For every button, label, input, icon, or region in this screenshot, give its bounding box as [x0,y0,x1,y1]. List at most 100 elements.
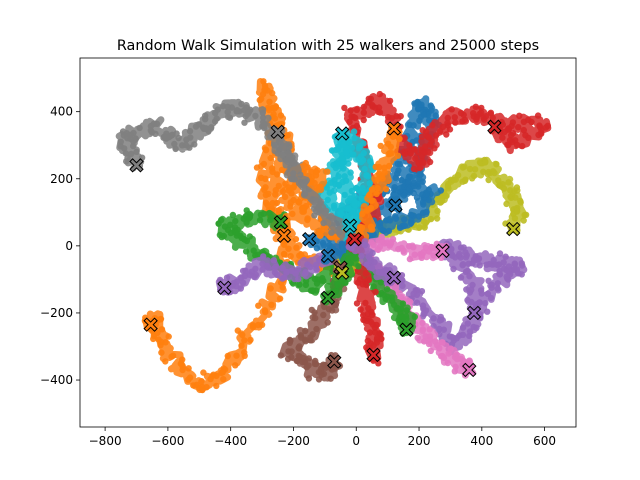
walker-point [418,158,426,165]
walker-point [457,109,465,117]
walker-path-17 [347,233,450,263]
walker-point [422,128,430,135]
walker-point [374,185,381,192]
walker-point [280,250,288,258]
walker-point [390,186,398,194]
walker-point [519,142,526,150]
walker-point [444,114,451,122]
walker-point [507,187,514,194]
walker-point [218,216,225,224]
walker-point [478,104,485,112]
walker-point [282,180,289,187]
walker-point [484,170,491,178]
walker-point [376,243,384,250]
walker-point [165,134,173,141]
walker-point [229,211,237,219]
walker-point [468,286,475,293]
walker-point [366,180,373,187]
walker-point [464,296,471,304]
walker-end-marker-5 [466,305,482,321]
walker-point [366,329,374,336]
walker-point [399,300,407,307]
walker-point [297,171,304,178]
walker-point [353,122,361,130]
walker-point [399,282,406,289]
walker-point [365,276,373,283]
walker-point [388,115,395,122]
walker-point [305,375,313,382]
walker-point [488,281,495,288]
walker-point [260,253,267,260]
walker-point [259,109,266,116]
walker-point [224,103,231,111]
walker-point [528,118,535,126]
walker-point [433,215,441,222]
walker-point [302,277,310,285]
walker-point [312,196,319,204]
walker-point [451,114,458,121]
walker-point [536,123,544,130]
walker-point [285,245,292,252]
walker-point [288,348,295,355]
walker-point [437,187,445,194]
walker-point [273,271,281,278]
walker-point [422,143,429,150]
walker-point [363,344,370,351]
walker-point [469,281,476,289]
walker-point [513,208,521,215]
walker-point [324,319,331,326]
walker-point [183,136,190,143]
walker-point [321,210,329,217]
walker-point [514,187,521,194]
walker-point [198,383,206,390]
walker-point [396,224,404,231]
walker-point [241,119,248,126]
walker-point [284,132,291,139]
walker-point [250,247,257,254]
walker-point [500,185,508,192]
walker-point [324,196,331,204]
walker-point [512,137,519,144]
walker-point [421,310,428,317]
walker-point [367,158,374,165]
walker-point [331,187,338,194]
walker-point [493,161,500,168]
walker-point [425,117,433,124]
walker-point [418,133,426,140]
walker-point [374,176,381,183]
walker-point [279,152,286,159]
walker-point [445,350,452,357]
walker-point [430,252,437,259]
walker-point [338,244,346,251]
walker-point [262,191,270,199]
walker-point [219,102,227,110]
walker-point [340,141,347,148]
walker-point [241,337,248,344]
walker-point [213,382,220,390]
walker-point [411,313,418,320]
walker-point [360,116,367,124]
walker-point [463,286,470,293]
walker-point [353,300,361,307]
walker-point [419,326,427,333]
walker-point [426,158,434,166]
walker-point [410,290,417,298]
walker-point [315,376,323,383]
walker-point [436,345,443,352]
walker-point [309,331,316,338]
walker-point [389,235,397,243]
walker-point [224,352,231,360]
walker-point [431,145,438,152]
walker-point [271,265,278,272]
walker-point [422,244,429,251]
walker-point [518,271,525,278]
walker-point [259,266,266,273]
walker-end-marker-18 [270,124,285,140]
walker-point [457,274,465,281]
walker-point [261,86,268,94]
walker-point [252,112,259,120]
walker-point [499,134,506,141]
walker-point [464,320,471,327]
walker-point [413,137,420,144]
walker-point [147,122,155,130]
